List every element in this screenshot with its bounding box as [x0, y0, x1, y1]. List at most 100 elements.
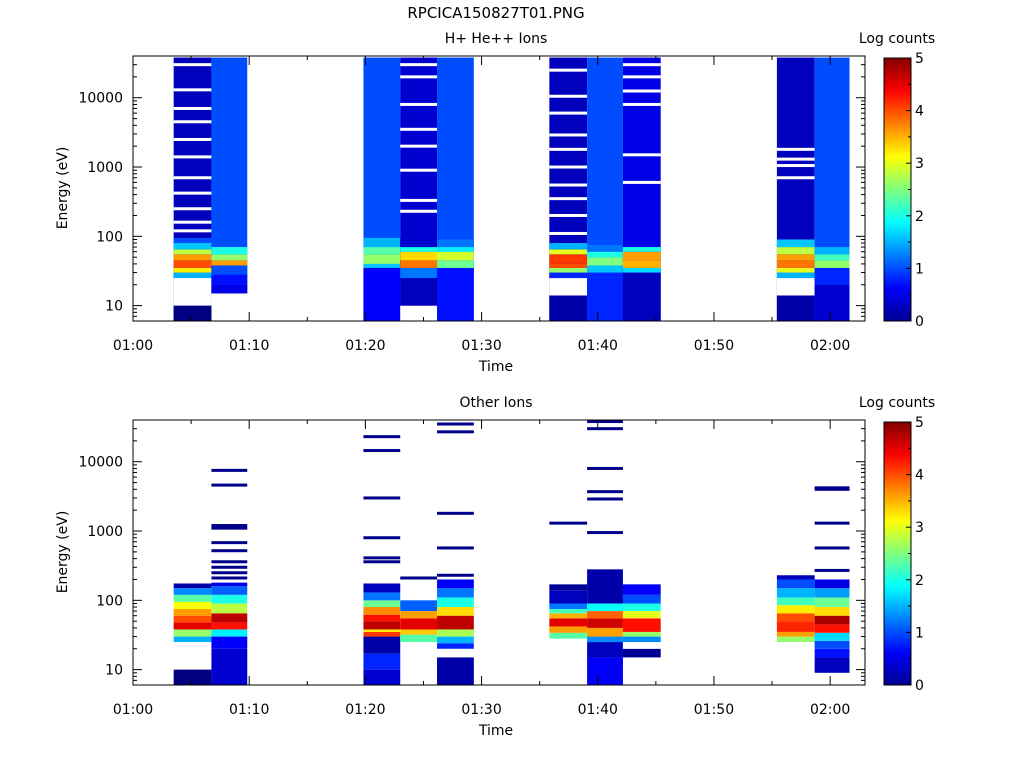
energy-bin	[776, 579, 815, 589]
energy-bin	[814, 640, 850, 649]
energy-bin	[587, 272, 623, 321]
colorbar	[883, 57, 912, 322]
energy-gap	[776, 176, 815, 180]
energy-bin	[622, 642, 661, 649]
energy-bin	[814, 267, 850, 285]
count-line	[587, 490, 623, 494]
energy-bin	[400, 237, 438, 248]
energy-gap	[400, 63, 438, 67]
energy-gap	[549, 133, 588, 137]
count-line	[400, 576, 438, 580]
energy-gap	[173, 207, 212, 211]
energy-bin	[776, 239, 815, 248]
x-tick-label: 01:30	[461, 702, 501, 718]
energy-bin	[587, 257, 623, 266]
x-tick-label: 01:10	[229, 702, 269, 718]
energy-bin	[814, 597, 850, 608]
count-line	[211, 560, 248, 564]
energy-bin	[814, 607, 850, 616]
colorbar-tick-label: 2	[915, 209, 924, 225]
energy-bin	[622, 648, 661, 658]
count-line	[814, 546, 850, 550]
energy-bin	[173, 249, 212, 255]
energy-bin	[363, 631, 401, 637]
energy-gap	[622, 89, 661, 93]
energy-bin	[587, 611, 623, 619]
count-line	[211, 468, 248, 472]
colorbar-ticks: 0 1 2 3 4 5	[906, 51, 924, 330]
count-line	[211, 526, 248, 530]
count-line	[587, 497, 623, 501]
energy-bin	[437, 239, 474, 248]
energy-bin	[211, 603, 248, 614]
energy-gap	[549, 165, 588, 169]
count-line	[814, 568, 850, 572]
energy-bin	[549, 626, 588, 633]
y-tick-label: 1000	[87, 160, 123, 176]
energy-bin	[437, 607, 474, 616]
energy-bin	[211, 260, 248, 266]
energy-bin	[814, 648, 850, 658]
energy-bin	[549, 613, 588, 619]
energy-gap	[622, 153, 661, 157]
energy-bin	[587, 657, 623, 685]
energy-gap	[622, 63, 661, 67]
count-line	[211, 576, 248, 580]
energy-bin	[587, 603, 623, 612]
energy-bin	[814, 247, 850, 255]
energy-bin	[173, 608, 212, 616]
count-line	[211, 541, 248, 545]
energy-gap	[549, 197, 588, 201]
energy-gap	[173, 106, 212, 110]
count-line	[211, 565, 248, 569]
energy-bin	[814, 588, 850, 598]
energy-bin	[211, 629, 248, 637]
energy-bin	[363, 614, 401, 622]
energy-bin	[211, 636, 248, 649]
energy-bin	[622, 618, 661, 632]
x-axis-label: Time	[478, 359, 513, 375]
energy-bin	[549, 603, 588, 609]
energy-bin	[363, 247, 401, 255]
energy-bin	[173, 669, 212, 685]
energy-gap	[173, 63, 212, 67]
y-ticks: 10 100 1000 10000	[78, 419, 865, 686]
count-line	[587, 420, 623, 424]
count-line	[211, 571, 248, 575]
energy-gap	[776, 147, 815, 151]
colorbar-tick-label: 0	[915, 678, 924, 694]
energy-bin	[173, 622, 212, 630]
energy-bin	[622, 251, 661, 261]
energy-gap	[549, 147, 588, 151]
energy-bin	[173, 278, 212, 306]
energy-bin	[549, 254, 588, 264]
energy-bin	[363, 267, 401, 321]
energy-bin	[400, 618, 438, 630]
energy-bin	[400, 247, 438, 252]
energy-bin	[776, 272, 815, 279]
energy-bin	[211, 247, 248, 255]
colorbar-tick-label: 2	[915, 573, 924, 589]
energy-bin	[549, 632, 588, 639]
energy-bin	[400, 634, 438, 643]
y-axis-label: Energy (eV)	[55, 147, 71, 230]
energy-bin	[400, 600, 438, 612]
colorbar-tick-label: 1	[915, 261, 924, 277]
energy-bin	[776, 278, 815, 296]
colorbar-label: Log counts	[859, 31, 935, 47]
count-line	[587, 466, 623, 470]
energy-gap	[173, 191, 212, 195]
energy-bin	[776, 631, 815, 637]
energy-bin	[211, 622, 248, 630]
energy-bin	[173, 629, 212, 637]
energy-bin	[173, 254, 212, 261]
energy-bin	[363, 653, 401, 670]
energy-bin	[437, 267, 474, 321]
energy-gap	[173, 137, 212, 141]
x-tick-label: 01:40	[578, 702, 618, 718]
energy-bin	[437, 615, 474, 630]
energy-bin	[622, 272, 661, 321]
energy-bin	[776, 295, 815, 321]
count-line	[437, 430, 474, 434]
